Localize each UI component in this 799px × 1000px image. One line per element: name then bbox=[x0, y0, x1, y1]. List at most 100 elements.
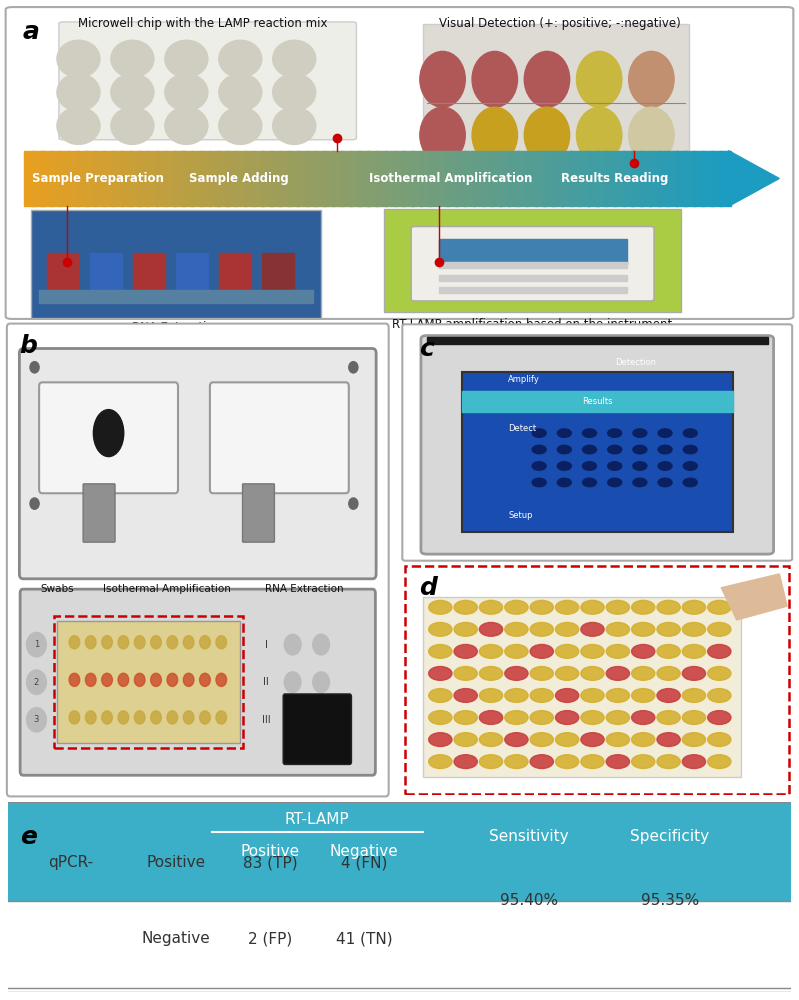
Bar bbox=[296, 151, 308, 206]
Circle shape bbox=[708, 733, 731, 746]
Ellipse shape bbox=[111, 74, 154, 111]
Circle shape bbox=[151, 636, 161, 649]
Bar bbox=[473, 151, 484, 206]
Circle shape bbox=[200, 673, 210, 686]
Text: 4 (FN): 4 (FN) bbox=[341, 855, 388, 870]
Circle shape bbox=[631, 667, 655, 680]
Bar bbox=[314, 151, 325, 206]
Circle shape bbox=[581, 667, 604, 680]
Bar bbox=[138, 151, 149, 206]
Bar bbox=[464, 151, 475, 206]
Circle shape bbox=[606, 644, 630, 658]
Circle shape bbox=[606, 755, 630, 769]
Ellipse shape bbox=[219, 107, 262, 144]
Circle shape bbox=[581, 600, 604, 614]
Bar bbox=[288, 151, 299, 206]
Bar bbox=[578, 151, 590, 206]
Bar bbox=[423, 597, 741, 777]
Circle shape bbox=[631, 711, 655, 724]
FancyBboxPatch shape bbox=[19, 349, 376, 579]
Bar bbox=[220, 253, 251, 299]
Circle shape bbox=[30, 362, 39, 373]
Bar bbox=[262, 253, 294, 299]
FancyBboxPatch shape bbox=[411, 227, 654, 301]
Circle shape bbox=[581, 622, 604, 636]
Text: a: a bbox=[22, 20, 39, 44]
Circle shape bbox=[682, 711, 706, 724]
Circle shape bbox=[708, 667, 731, 680]
Circle shape bbox=[558, 429, 571, 437]
Circle shape bbox=[505, 755, 528, 769]
Bar bbox=[244, 151, 255, 206]
Circle shape bbox=[151, 673, 161, 686]
Circle shape bbox=[479, 667, 503, 680]
Circle shape bbox=[429, 622, 452, 636]
Circle shape bbox=[85, 636, 96, 649]
Bar bbox=[121, 151, 132, 206]
Bar bbox=[261, 151, 272, 206]
Circle shape bbox=[558, 478, 571, 487]
Circle shape bbox=[631, 600, 655, 614]
Circle shape bbox=[606, 600, 630, 614]
Bar bbox=[350, 151, 360, 206]
Circle shape bbox=[582, 478, 597, 487]
Circle shape bbox=[183, 673, 194, 686]
Circle shape bbox=[151, 711, 161, 724]
Circle shape bbox=[631, 689, 655, 702]
Bar bbox=[58, 621, 240, 743]
Circle shape bbox=[555, 600, 578, 614]
Text: III: III bbox=[262, 715, 270, 725]
Circle shape bbox=[657, 622, 680, 636]
Bar bbox=[359, 151, 370, 206]
Circle shape bbox=[658, 462, 672, 470]
Ellipse shape bbox=[165, 107, 208, 144]
Bar bbox=[385, 151, 396, 206]
Circle shape bbox=[683, 445, 698, 454]
Text: Setup: Setup bbox=[508, 511, 533, 520]
Circle shape bbox=[429, 711, 452, 724]
Circle shape bbox=[683, 478, 698, 487]
Text: RNA Extraction: RNA Extraction bbox=[132, 321, 221, 334]
Circle shape bbox=[555, 689, 578, 702]
Bar bbox=[42, 151, 53, 206]
Bar bbox=[305, 151, 316, 206]
Circle shape bbox=[454, 622, 477, 636]
Circle shape bbox=[167, 673, 177, 686]
Circle shape bbox=[505, 644, 528, 658]
Circle shape bbox=[581, 755, 604, 769]
Circle shape bbox=[555, 711, 578, 724]
Circle shape bbox=[429, 644, 452, 658]
Circle shape bbox=[505, 733, 528, 746]
Ellipse shape bbox=[576, 51, 622, 107]
Circle shape bbox=[30, 498, 39, 509]
Circle shape bbox=[608, 462, 622, 470]
Circle shape bbox=[479, 644, 503, 658]
FancyBboxPatch shape bbox=[243, 484, 274, 542]
Circle shape bbox=[658, 429, 672, 437]
Circle shape bbox=[167, 636, 177, 649]
Bar bbox=[622, 151, 634, 206]
Bar bbox=[77, 151, 88, 206]
Bar bbox=[403, 151, 414, 206]
Text: RNA Extraction: RNA Extraction bbox=[264, 584, 344, 594]
Circle shape bbox=[479, 711, 503, 724]
Circle shape bbox=[312, 672, 329, 693]
Circle shape bbox=[505, 711, 528, 724]
Circle shape bbox=[134, 636, 145, 649]
Bar bbox=[173, 151, 185, 206]
Text: Visual Detection (+: positive; -:negative): Visual Detection (+: positive; -:negativ… bbox=[439, 17, 681, 30]
Bar bbox=[438, 151, 449, 206]
Circle shape bbox=[134, 673, 145, 686]
FancyBboxPatch shape bbox=[403, 324, 792, 561]
Circle shape bbox=[454, 755, 477, 769]
Circle shape bbox=[682, 755, 706, 769]
Circle shape bbox=[631, 644, 655, 658]
Circle shape bbox=[657, 644, 680, 658]
FancyBboxPatch shape bbox=[421, 336, 773, 554]
Circle shape bbox=[349, 498, 358, 509]
Bar bbox=[702, 151, 713, 206]
Circle shape bbox=[581, 689, 604, 702]
Bar bbox=[147, 151, 158, 206]
Circle shape bbox=[683, 429, 698, 437]
Ellipse shape bbox=[419, 107, 465, 163]
